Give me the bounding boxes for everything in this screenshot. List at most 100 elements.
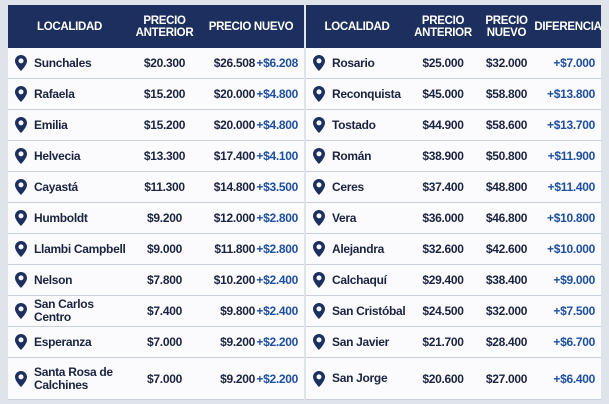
cell-text: San Jorge (332, 371, 388, 385)
cell-text: Rafaela (34, 86, 75, 101)
location-pin (15, 272, 27, 288)
cell-text: $29.400 (422, 273, 464, 287)
header-cell: PRECIO ANTERIOR (131, 5, 198, 48)
difference-cell: +$4.100 (256, 141, 304, 172)
cell-text: $58.600 (485, 118, 528, 132)
cell-text: +$4.800 (256, 87, 298, 101)
locality-cell: Esperanza (8, 327, 131, 358)
locality-cell: San Cristóbal (306, 296, 408, 327)
old-price-cell: $21.700 (408, 327, 478, 358)
cell-text: $20.000 (213, 87, 256, 101)
new-price-cell: $10.200 (198, 265, 258, 296)
cell-text: $27.000 (485, 371, 528, 386)
cell-text: Ceres (332, 179, 364, 194)
location-pin (15, 370, 27, 387)
cell-text: $28.400 (485, 335, 528, 349)
locality-cell: Tostado (306, 110, 408, 141)
cell-text: $20.000 (213, 118, 256, 132)
new-price-cell: $42.600 (478, 234, 535, 265)
locality-cell: San Jorge (306, 358, 408, 400)
cell-text: Humboldt (34, 210, 88, 225)
locality-cell: Llambi Campbell (8, 234, 131, 265)
cell-text: $7.800 (147, 273, 182, 287)
new-price-cell: $9.200 (198, 327, 258, 358)
old-price-cell: $7.000 (131, 358, 198, 400)
cell-text: +$2.200 (256, 335, 298, 349)
cell-text: $46.800 (485, 211, 528, 225)
cell-text: +$6.400 (553, 371, 595, 386)
cell-text: $48.800 (485, 180, 528, 194)
cell-text: +$13.700 (547, 118, 595, 132)
header-cell: PRECIO NUEVO (478, 5, 535, 48)
cell-text: $50.800 (485, 149, 528, 163)
cell-text: $32.000 (485, 56, 528, 70)
cell-text: Santa Rosa de Calchines (34, 364, 113, 392)
cell-text: $17.400 (213, 149, 256, 163)
old-price-cell: $37.400 (408, 172, 478, 203)
cell-text: +$2.200 (256, 371, 298, 386)
location-pin (15, 148, 27, 164)
difference-cell: +$4.800 (256, 79, 304, 110)
location-pin (15, 334, 27, 350)
difference-cell: +$10.000 (535, 234, 601, 265)
new-price-cell: $9.200 (198, 358, 258, 400)
new-price-cell: $46.800 (478, 203, 535, 234)
location-pin (313, 210, 325, 226)
old-price-cell: $36.000 (408, 203, 478, 234)
location-pin (313, 370, 325, 387)
cell-text: Reconquista (332, 86, 401, 101)
old-price-cell: $9.000 (131, 234, 198, 265)
locality-cell: Sunchales (8, 48, 131, 79)
old-price-cell: $7.800 (131, 265, 198, 296)
location-pin (313, 86, 325, 102)
cell-text: San Cristóbal (332, 303, 406, 318)
locality-cell: Ceres (306, 172, 408, 203)
cell-text: $7.000 (147, 335, 182, 349)
cell-text: $11.800 (214, 242, 255, 256)
new-price-cell: $12.000 (198, 203, 258, 234)
cell-text: +$2.800 (256, 211, 298, 225)
cell-text: San Carlos Centro (34, 297, 94, 324)
cell-text: $9.200 (147, 211, 182, 225)
new-price-cell: $58.800 (478, 79, 535, 110)
old-price-cell: $38.900 (408, 141, 478, 172)
cell-text: $7.000 (147, 371, 182, 386)
old-price-cell: $24.500 (408, 296, 478, 327)
difference-cell: +$6.700 (535, 327, 601, 358)
cell-text: $9.200 (220, 371, 255, 386)
cell-text: +$13.800 (547, 87, 595, 101)
cell-text: $58.800 (485, 87, 528, 101)
cell-text: $9.200 (220, 335, 255, 349)
location-pin (15, 117, 27, 133)
locality-cell: Nelson (8, 265, 131, 296)
difference-cell: +$7.000 (535, 48, 601, 79)
old-price-cell: $7.400 (131, 296, 198, 327)
difference-cell: +$6.400 (535, 358, 601, 400)
cell-text: PRECIO NUEVO (485, 14, 528, 39)
locality-cell: Calchaquí (306, 265, 408, 296)
cell-text: $32.000 (485, 304, 528, 318)
cell-text: LOCALIDAD (324, 20, 390, 33)
new-price-cell: $20.000 (198, 110, 258, 141)
new-price-cell: $32.000 (478, 296, 535, 327)
new-price-cell: $20.000 (198, 79, 258, 110)
location-pin (313, 334, 325, 350)
cell-text: $15.200 (143, 118, 186, 132)
cell-text: +$2.400 (256, 273, 298, 287)
old-price-cell: $45.000 (408, 79, 478, 110)
old-price-cell: $29.400 (408, 265, 478, 296)
cell-text: $12.000 (213, 211, 256, 225)
old-price-cell: $11.300 (131, 172, 198, 203)
cell-text: $9.000 (147, 242, 182, 256)
cell-text: Llambi Campbell (34, 241, 126, 256)
locality-cell: Rafaela (8, 79, 131, 110)
new-price-cell: $14.800 (198, 172, 258, 203)
cell-text: +$7.000 (553, 56, 595, 70)
header-cell: DIFERENCIA (534, 5, 602, 48)
old-price-cell: $9.200 (131, 203, 198, 234)
cell-text: $24.500 (422, 304, 464, 318)
cell-text: +$6.700 (553, 335, 595, 349)
cell-text: $10.200 (213, 273, 256, 287)
cell-text: $25.000 (422, 56, 464, 70)
